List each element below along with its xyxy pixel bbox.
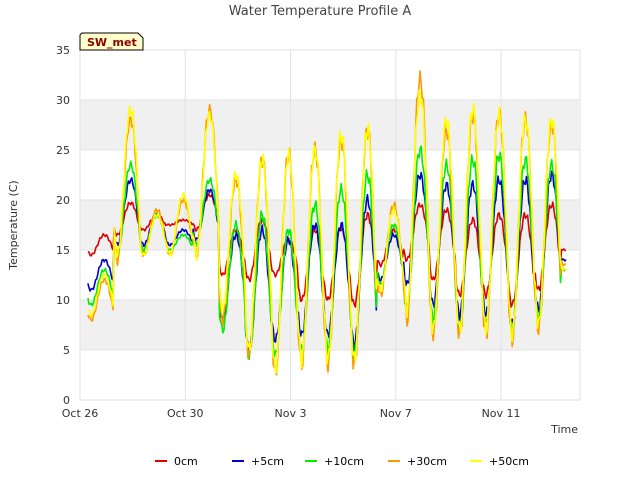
y-tick-label: 30 bbox=[56, 94, 70, 107]
x-tick-label: Nov 11 bbox=[482, 407, 521, 420]
x-tick-label: Oct 26 bbox=[62, 407, 99, 420]
legend-item: +30cm bbox=[388, 455, 447, 468]
legend-item: +10cm bbox=[305, 455, 364, 468]
legend-label: +50cm bbox=[489, 455, 529, 468]
y-tick-label: 5 bbox=[63, 344, 70, 357]
chart-title: Water Temperature Profile A bbox=[229, 4, 412, 19]
legend-item: 0cm bbox=[155, 455, 198, 468]
plot-area bbox=[79, 49, 581, 401]
x-tick-label: Nov 7 bbox=[380, 407, 412, 420]
x-tick-label: Oct 30 bbox=[167, 407, 204, 420]
annotation-text: SW_met bbox=[87, 36, 137, 49]
x-axis-label: Time bbox=[550, 423, 578, 436]
axis-ticks: 0 5 10 15 20 25 30 35 Oct 26 Oct 30 Nov 3 Nov 7 Nov … bbox=[56, 44, 521, 420]
grid bbox=[79, 49, 580, 401]
legend-label: +5cm bbox=[251, 455, 284, 468]
legend: 0cm +5cm +10cm +30cm +50cm bbox=[155, 455, 529, 468]
y-tick-label: 20 bbox=[56, 194, 70, 207]
y-axis-label: Temperature (C) bbox=[7, 180, 20, 270]
legend-label: +30cm bbox=[407, 455, 447, 468]
y-tick-label: 10 bbox=[56, 294, 70, 307]
series-line-+50cm bbox=[87, 89, 567, 374]
legend-item: +50cm bbox=[470, 455, 529, 468]
grid-band bbox=[80, 100, 580, 150]
series-line-+5cm bbox=[87, 170, 567, 355]
series-layer bbox=[87, 70, 567, 376]
legend-item: +5cm bbox=[232, 455, 284, 468]
y-tick-label: 25 bbox=[56, 144, 70, 157]
annotation-badge: SW_met bbox=[79, 32, 144, 51]
y-tick-label: 15 bbox=[56, 244, 70, 257]
series-line-0cm bbox=[87, 192, 567, 308]
y-tick-label: 35 bbox=[56, 44, 70, 57]
legend-label: 0cm bbox=[174, 455, 198, 468]
y-tick-label: 0 bbox=[63, 394, 70, 407]
annotation-box bbox=[79, 32, 144, 51]
legend-label: +10cm bbox=[324, 455, 364, 468]
x-tick-label: Nov 3 bbox=[275, 407, 307, 420]
